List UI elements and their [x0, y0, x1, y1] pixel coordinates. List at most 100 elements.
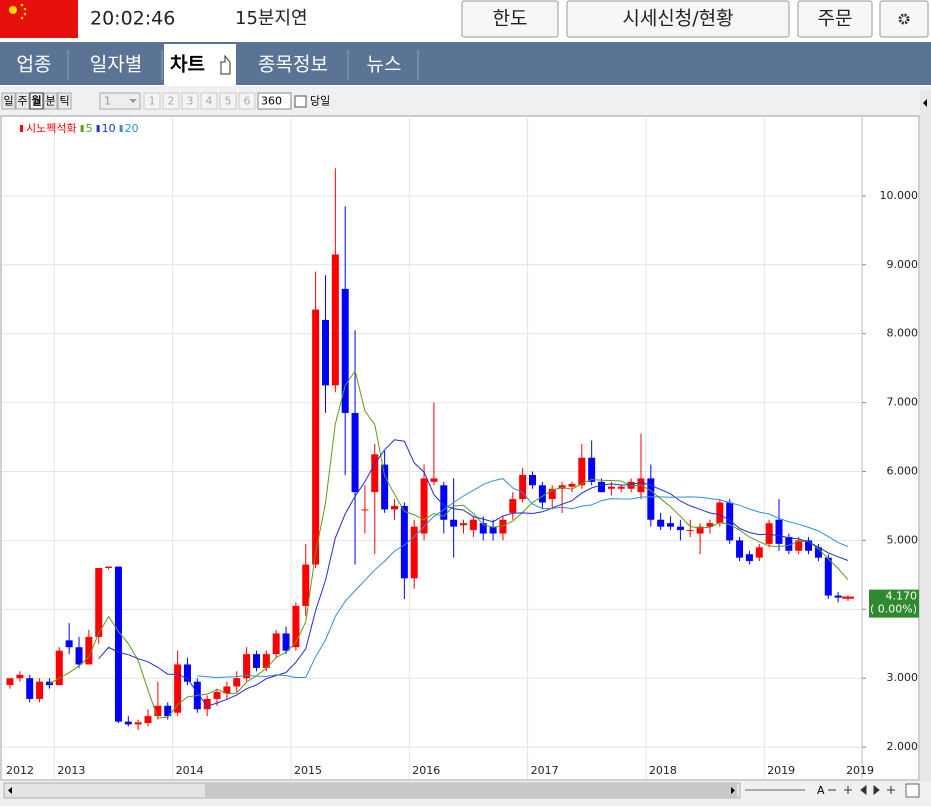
- slot-button[interactable]: [181, 92, 199, 110]
- count-value[interactable]: 360: [261, 95, 282, 108]
- slot-button[interactable]: [162, 92, 180, 110]
- checkbox[interactable]: [294, 95, 307, 108]
- dropdown[interactable]: [99, 92, 141, 110]
- candle-body: [420, 478, 428, 534]
- period-label[interactable]: 월: [31, 94, 41, 108]
- candle-body: [686, 530, 694, 532]
- candle-body: [351, 412, 359, 493]
- tab-bar: [0, 42, 931, 85]
- flag-stars: [9, 3, 27, 20]
- candle-body: [519, 474, 527, 500]
- candle-body: [164, 705, 172, 717]
- dropdown-arrow[interactable]: [129, 99, 137, 103]
- chart-frame: [0, 115, 920, 781]
- settings-icon[interactable]: [898, 13, 910, 25]
- period-label[interactable]: 주: [17, 95, 27, 108]
- slot-label[interactable]: 2: [168, 95, 175, 108]
- candle-body: [400, 505, 408, 579]
- slot-label[interactable]: 5: [225, 95, 232, 108]
- candle-body: [6, 678, 14, 686]
- reset-button[interactable]: [905, 783, 920, 798]
- candle-body: [124, 721, 132, 725]
- candle-body: [213, 692, 221, 699]
- period-button[interactable]: [57, 92, 72, 110]
- y-tick-label: 10.000: [880, 189, 919, 202]
- period-label[interactable]: 분: [45, 95, 55, 108]
- candle-body: [282, 633, 290, 651]
- candle-body: [775, 519, 783, 544]
- candle-body: [607, 486, 615, 489]
- side-strip[interactable]: [920, 90, 931, 790]
- candle-body: [598, 481, 606, 493]
- collapse-arrow[interactable]: [923, 99, 927, 107]
- zoom-label[interactable]: A: [817, 784, 825, 797]
- candle-body: [154, 705, 162, 717]
- slot-button[interactable]: [200, 92, 218, 110]
- candle-body: [450, 519, 458, 527]
- dropdown-value[interactable]: 1: [104, 95, 111, 108]
- scroll-thumb[interactable]: [205, 784, 737, 797]
- tab[interactable]: 차트: [170, 54, 205, 76]
- candle-body: [341, 288, 349, 413]
- legend-entry: 10: [102, 122, 116, 135]
- price-change: ( 0.00%): [870, 603, 917, 616]
- candle-body: [36, 681, 44, 699]
- tab-active[interactable]: [164, 44, 236, 85]
- period-button[interactable]: [15, 92, 30, 110]
- x-tick-label: 2019: [846, 764, 874, 777]
- moving-average: [98, 439, 849, 707]
- candle-body: [312, 309, 320, 565]
- candle-body: [538, 485, 546, 503]
- candle-body: [95, 567, 103, 637]
- y-tick-label: 8.000: [887, 327, 919, 340]
- period-button[interactable]: [29, 92, 44, 110]
- period-label[interactable]: 일: [3, 94, 13, 108]
- candle-body: [726, 502, 734, 541]
- candle-body: [430, 478, 438, 482]
- candle-body: [390, 505, 398, 510]
- header-button[interactable]: [797, 0, 873, 38]
- candle-body: [381, 464, 389, 510]
- candle-body: [262, 654, 270, 668]
- candle-body: [647, 478, 655, 520]
- candle-body: [272, 633, 280, 655]
- candle-body: [174, 664, 182, 713]
- slot-button[interactable]: [238, 92, 256, 110]
- candle-body: [696, 526, 704, 534]
- header-button-label[interactable]: 시세신청/현황: [622, 8, 733, 30]
- header-button-label[interactable]: 한도: [493, 8, 528, 30]
- slot-button[interactable]: [143, 92, 161, 110]
- slot-label[interactable]: 4: [206, 95, 213, 108]
- legend-entry: 20: [125, 122, 139, 135]
- header-button-label[interactable]: 주문: [818, 8, 853, 30]
- slot-label[interactable]: 3: [187, 95, 194, 108]
- count-input[interactable]: [257, 92, 292, 110]
- zoom-controls[interactable]: [828, 784, 895, 796]
- candle-body: [440, 485, 448, 520]
- period-button[interactable]: [1, 92, 16, 110]
- last-price: 4.170: [886, 590, 918, 603]
- tab[interactable]: 뉴스: [367, 54, 402, 76]
- period-button[interactable]: [43, 92, 58, 110]
- checkbox-label[interactable]: 당일: [310, 94, 330, 108]
- tab-icon[interactable]: [220, 54, 231, 75]
- slot-label[interactable]: 1: [149, 95, 156, 108]
- x-tick-label: 2013: [57, 764, 85, 777]
- candle-body: [16, 674, 24, 679]
- settings-button[interactable]: [879, 0, 929, 38]
- slot-button[interactable]: [219, 92, 237, 110]
- flag: [0, 0, 78, 38]
- tab[interactable]: 일자별: [90, 54, 142, 76]
- tab[interactable]: 종목정보: [258, 54, 328, 76]
- candle-body: [824, 557, 832, 596]
- x-tick-label: 2017: [531, 764, 559, 777]
- tab[interactable]: 업종: [17, 54, 52, 76]
- candle-body: [676, 526, 684, 531]
- period-label[interactable]: 틱: [59, 95, 69, 108]
- slot-label[interactable]: 6: [244, 95, 251, 108]
- moving-average: [49, 369, 849, 719]
- header-button[interactable]: [566, 0, 790, 38]
- header-button[interactable]: [461, 0, 559, 38]
- x-tick-label: 2016: [412, 764, 440, 777]
